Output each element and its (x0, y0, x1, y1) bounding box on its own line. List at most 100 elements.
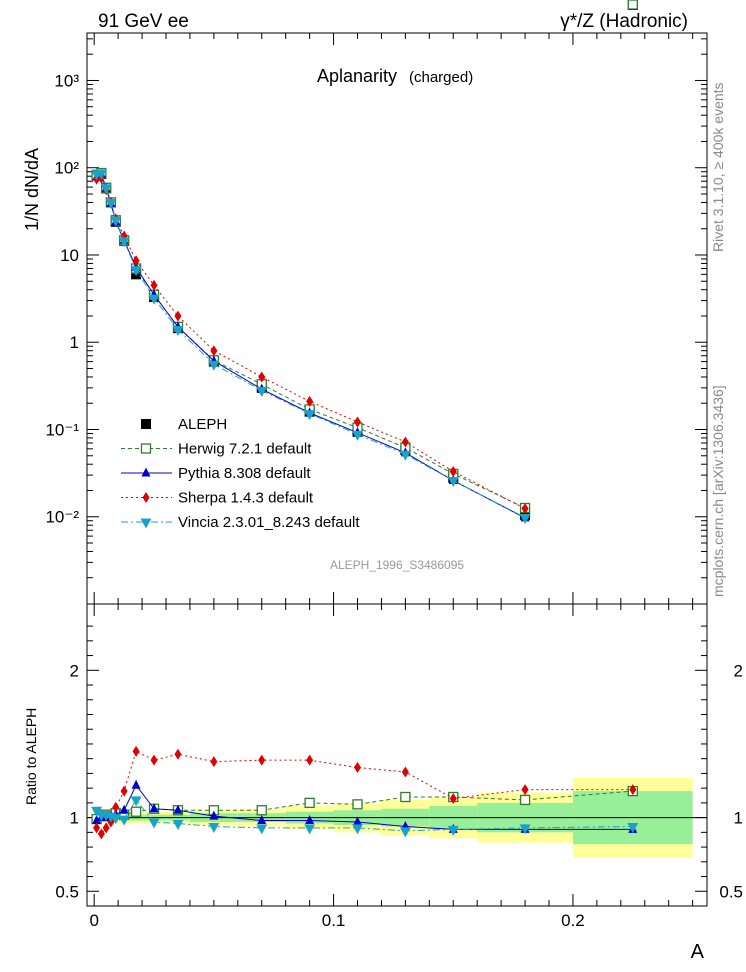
data-point (399, 450, 411, 461)
series-line (96, 173, 526, 519)
data-point (352, 430, 364, 441)
data-point (447, 477, 459, 488)
x-axis-label: A (691, 941, 705, 963)
data-point (118, 237, 130, 248)
main-panel: 10⁻² 10⁻¹ 1 10 10² 10³ (45, 0, 708, 616)
ratio-point (304, 797, 315, 809)
data-point (354, 416, 362, 428)
legend-marker (140, 443, 152, 454)
data-point (627, 0, 638, 10)
ratio-point (208, 822, 220, 833)
y-tick-label: 1 (70, 333, 79, 352)
data-point (304, 410, 316, 421)
ratio-point (92, 815, 102, 825)
ratio-point (353, 816, 363, 826)
ratio-y-tick-label: 1 (70, 809, 79, 828)
ratio-point (102, 822, 110, 834)
ratio-point (174, 748, 182, 760)
y-tick-label: 10⁻² (45, 508, 79, 527)
y-axis-label: 1/N dN/dA (22, 148, 42, 231)
ratio-point (112, 801, 120, 813)
legend-label: Sherpa 1.4.3 default (178, 490, 314, 507)
series-line (96, 172, 526, 509)
ratio-y-axis-label: Ratio to ALEPH (23, 708, 39, 805)
header-right: γ*/Z (Hadronic) (560, 11, 688, 32)
series-line (96, 177, 526, 510)
data-point (519, 514, 531, 525)
ratio-frame (86, 603, 708, 907)
y-tick-label: 10³ (54, 71, 79, 90)
legend-marker (141, 419, 151, 429)
ratio-point (627, 822, 639, 833)
ratio-y-tick-label: 0.5 (55, 882, 79, 901)
ratio-y-tick-label-right: 0.5 (719, 882, 743, 901)
legend: ALEPH Herwig 7.2.1 default Pythia 8.308 de… (121, 416, 360, 531)
data-point (306, 395, 314, 407)
ratio-point (210, 756, 218, 768)
ratio-point (352, 824, 364, 835)
data-point (258, 371, 266, 383)
ratio-point (399, 827, 411, 838)
data-point (148, 294, 160, 305)
ratio-point (172, 820, 184, 831)
x-tick-label: 0.2 (561, 911, 585, 930)
data-point (172, 325, 184, 336)
data-point (208, 360, 220, 371)
data-point (132, 255, 140, 267)
ratio-point (629, 784, 637, 796)
ratio-point (132, 745, 140, 757)
ratio-point (130, 806, 142, 817)
ratio-point (209, 810, 219, 820)
ratio-point (256, 805, 267, 816)
legend-label: ALEPH (178, 416, 227, 433)
ratio-point (447, 825, 459, 836)
ratio-point (118, 815, 130, 826)
ratio-point (148, 818, 160, 829)
x-tick-label: 0 (89, 911, 98, 930)
ratio-point (352, 799, 363, 810)
ratio-point (120, 785, 128, 797)
ratio-panel: 0 0.1 0.2 0.5 0.5 1 1 2 2 (55, 603, 743, 930)
ratio-point (354, 762, 362, 774)
data-point (174, 310, 182, 322)
data-point (105, 198, 117, 209)
analysis-label: ALEPH_1996_S3486095 (330, 558, 464, 572)
legend-label: Pythia 8.308 default (178, 465, 311, 482)
plot-title: Aplanarity (317, 66, 397, 86)
ratio-point (400, 791, 411, 803)
y-tick-label: 10² (54, 159, 79, 178)
ratio-point (257, 815, 267, 825)
data-point (130, 266, 142, 277)
ratio-point (93, 822, 101, 834)
legend-label: Vincia 2.3.01_8.243 default (178, 514, 360, 531)
data-point (401, 436, 409, 448)
ratio-y-tick-label-right: 1 (734, 809, 743, 828)
y-tick-label: 10 (60, 246, 79, 265)
plot-subtitle: (charged) (409, 69, 473, 86)
ratio-point (519, 794, 531, 806)
ratio-point (97, 828, 105, 840)
data-point (210, 345, 218, 357)
legend-marker (142, 492, 150, 503)
data-point (110, 216, 122, 227)
data-point (521, 503, 529, 515)
ratio-point (521, 784, 529, 796)
y-tick-label: 10⁻¹ (45, 420, 79, 439)
ratio-point (149, 803, 159, 813)
ratio-point (119, 804, 129, 814)
data-point (256, 386, 268, 397)
ratio-point (173, 804, 183, 814)
mcplots-label: mcplots.cern.ch [arXiv:1306.3436] (710, 385, 726, 597)
ratio-point (131, 779, 141, 789)
ratio-series-line (96, 799, 633, 832)
data-point (100, 184, 112, 195)
ratio-point (150, 754, 158, 766)
data-point (449, 466, 457, 478)
ratio-point (519, 824, 531, 835)
ratio-point (130, 796, 142, 807)
ratio-y-tick-label-right: 2 (734, 661, 743, 680)
data-point (150, 279, 158, 291)
ratio-point (449, 792, 457, 804)
ratio-point (258, 754, 266, 766)
